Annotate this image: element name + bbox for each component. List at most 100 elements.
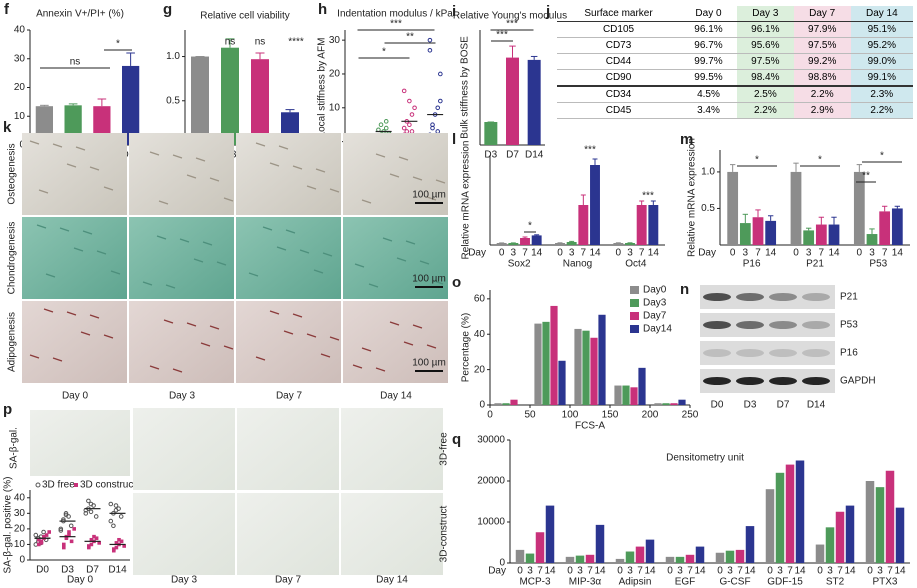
- point: [94, 536, 99, 541]
- cell-texture: [329, 188, 340, 193]
- y-tick-label: 10: [14, 111, 26, 122]
- y-tick-label: 20: [474, 364, 486, 375]
- cell-texture: [36, 224, 47, 229]
- bar: [534, 323, 542, 405]
- bar: [727, 171, 739, 245]
- series-label: 14: [894, 566, 906, 577]
- point: [438, 71, 443, 77]
- y-tick-label: 20: [14, 82, 26, 93]
- cell-texture: [382, 237, 393, 242]
- point: [438, 98, 443, 104]
- point: [37, 542, 41, 547]
- cell-texture: [269, 162, 280, 167]
- bar: [678, 399, 686, 405]
- bar: [695, 546, 705, 563]
- bar: [645, 539, 655, 563]
- table-cell: 2.5%: [736, 85, 794, 103]
- point: [44, 533, 49, 537]
- series-label: 14: [828, 248, 840, 259]
- cell-texture: [403, 341, 414, 346]
- table-cell: 95.6%: [736, 37, 794, 54]
- cell-texture: [158, 200, 169, 205]
- cell-texture: [103, 186, 114, 191]
- cell-texture: [389, 173, 400, 178]
- cell-texture: [43, 308, 54, 313]
- cell-texture: [156, 235, 167, 240]
- bar: [625, 243, 635, 245]
- point: [91, 503, 96, 508]
- series-label: 3: [627, 248, 633, 259]
- cell-texture: [329, 336, 340, 341]
- column-label: Day 14: [376, 575, 408, 586]
- y-tick-label: 30: [329, 35, 341, 46]
- bar: [622, 385, 630, 405]
- table-cell: 96.7%: [680, 37, 737, 54]
- bar: [502, 403, 510, 405]
- cell-texture: [255, 356, 266, 361]
- legend-label: Day14: [643, 324, 672, 335]
- cell-texture: [248, 272, 259, 277]
- cell-texture: [96, 250, 107, 255]
- x-tick-label: 200: [642, 410, 659, 421]
- point: [430, 125, 435, 131]
- series-label: 3: [577, 566, 583, 577]
- x-axis-label: FCS-A: [575, 421, 605, 432]
- y-tick-label: 20: [329, 69, 341, 80]
- bar: [803, 230, 815, 245]
- series-label: 14: [844, 566, 856, 577]
- bar: [725, 550, 735, 563]
- cell-texture: [375, 153, 386, 158]
- significance-label: ***: [390, 19, 402, 30]
- cell-texture: [209, 177, 220, 182]
- point: [97, 541, 101, 545]
- x-tick-label: 50: [524, 410, 536, 421]
- lane-label: D7: [777, 400, 790, 411]
- column-label: Day 0: [62, 391, 89, 402]
- point: [41, 529, 46, 535]
- bar: [879, 211, 891, 245]
- series-label: 3: [511, 248, 517, 259]
- column-label: Day 0: [67, 575, 94, 586]
- point: [88, 509, 94, 515]
- cell-texture: [186, 322, 197, 327]
- bar: [527, 59, 541, 145]
- cell-texture: [200, 342, 211, 347]
- x-axis-label: Day: [468, 248, 486, 259]
- series-label: 7: [537, 566, 543, 577]
- cell-texture: [52, 357, 63, 362]
- table-cell: 2.2%: [850, 102, 913, 119]
- cell-texture: [368, 283, 379, 288]
- series-label: 14: [644, 566, 656, 577]
- table-cell: 96.1%: [680, 21, 737, 38]
- point: [404, 129, 410, 134]
- lane-label: D14: [807, 400, 826, 411]
- table-cell: 99.5%: [680, 69, 737, 87]
- series-label: 7: [837, 566, 843, 577]
- blot-band: [802, 349, 830, 357]
- point: [427, 37, 433, 43]
- y-tick-label: 40: [14, 492, 26, 503]
- micrograph: [129, 133, 234, 215]
- series-label: 3: [677, 566, 683, 577]
- series-label: 0: [499, 248, 505, 259]
- panel-label: i: [452, 3, 456, 20]
- significance-label: ns: [225, 37, 236, 48]
- point: [114, 541, 119, 545]
- x-tick-label: 0: [487, 410, 493, 421]
- table-cell: 2.3%: [850, 85, 913, 103]
- bar: [625, 551, 635, 563]
- table-cell: 95.2%: [850, 37, 913, 54]
- point: [47, 530, 51, 534]
- bar: [598, 314, 606, 405]
- panel-label: p: [3, 401, 12, 418]
- significance-label: ***: [496, 30, 508, 41]
- micrograph: [133, 408, 235, 490]
- bar: [595, 524, 605, 563]
- legend-label: Day7: [643, 311, 667, 322]
- cell-texture: [103, 334, 114, 339]
- cell-texture: [38, 189, 49, 194]
- table-row: CD44 99.7% 97.5% 99.2% 99.0%: [557, 53, 913, 70]
- cell-texture: [223, 345, 234, 350]
- micrograph: [341, 493, 443, 575]
- bar: [815, 224, 827, 245]
